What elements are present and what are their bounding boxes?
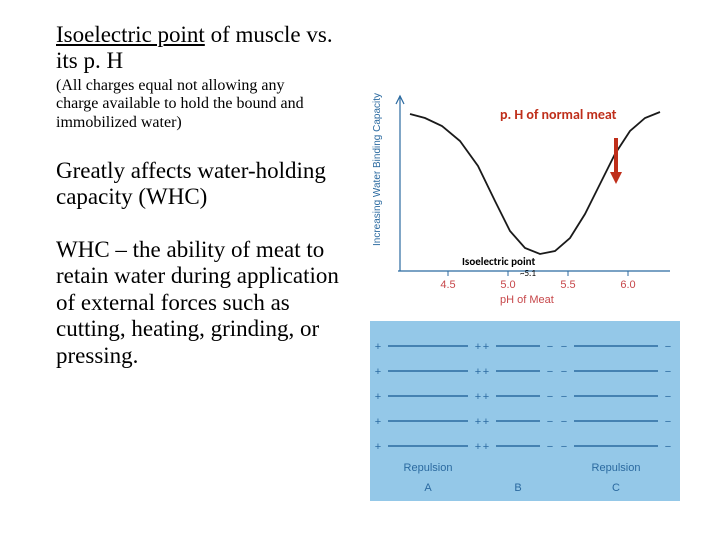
svg-text:B: B: [514, 482, 521, 494]
svg-text:6.0: 6.0: [620, 279, 635, 291]
figure: 4.5 5.0 5.5 6.0 Increasing Water Binding Ca…: [370, 76, 680, 506]
svg-text:−: −: [665, 391, 671, 403]
y-axis-label: Increasing Water Binding Capacity: [372, 93, 383, 246]
svg-text:+: +: [475, 441, 481, 453]
svg-text:−: −: [665, 416, 671, 428]
svg-text:+: +: [475, 341, 481, 353]
svg-text:+: +: [483, 366, 489, 378]
title-underlined: Isoelectric point: [56, 22, 205, 47]
svg-text:−: −: [561, 416, 567, 428]
paragraph-1: Greatly affects water-holding capacity (…: [56, 158, 346, 211]
svg-text:C: C: [612, 482, 620, 494]
svg-text:−: −: [665, 366, 671, 378]
svg-text:A: A: [424, 482, 432, 494]
svg-text:+: +: [483, 416, 489, 428]
svg-text:+: +: [375, 441, 381, 453]
svg-text:+: +: [475, 366, 481, 378]
svg-text:+: +: [483, 441, 489, 453]
svg-text:−: −: [561, 441, 567, 453]
svg-text:−: −: [561, 391, 567, 403]
svg-text:+: +: [375, 416, 381, 428]
svg-text:4.5: 4.5: [440, 279, 455, 291]
annotation-iso-value: ~5.1: [520, 268, 536, 279]
chart: 4.5 5.0 5.5 6.0 Increasing Water Binding Ca…: [370, 76, 680, 311]
x-axis-label: pH of Meat: [500, 294, 554, 306]
page-title: Isoelectric point of muscle vs. its p. H: [56, 22, 346, 75]
svg-text:−: −: [547, 391, 553, 403]
annotation-isoelectric: Isoelectric point: [462, 255, 535, 268]
svg-text:5.0: 5.0: [500, 279, 515, 291]
svg-text:Repulsion: Repulsion: [404, 462, 453, 474]
paragraph-2: WHC – the ability of meat to retain wate…: [56, 237, 346, 369]
svg-text:+: +: [375, 341, 381, 353]
charge-diagram: ++++++++++RepulsionA+−+−+−+−+−B−−−−−−−−−…: [370, 321, 680, 501]
svg-text:+: +: [475, 391, 481, 403]
svg-text:−: −: [561, 341, 567, 353]
svg-text:−: −: [561, 366, 567, 378]
svg-text:+: +: [375, 366, 381, 378]
svg-text:5.5: 5.5: [560, 279, 575, 291]
svg-text:+: +: [375, 391, 381, 403]
svg-text:Repulsion: Repulsion: [592, 462, 641, 474]
svg-text:+: +: [475, 416, 481, 428]
svg-text:−: −: [665, 441, 671, 453]
svg-text:−: −: [547, 441, 553, 453]
subtitle: (All charges equal not allowing any char…: [56, 77, 321, 132]
svg-text:+: +: [483, 341, 489, 353]
diagram-svg: ++++++++++RepulsionA+−+−+−+−+−B−−−−−−−−−…: [370, 321, 680, 501]
svg-text:−: −: [547, 341, 553, 353]
svg-text:−: −: [547, 366, 553, 378]
svg-text:−: −: [665, 341, 671, 353]
annotation-ph-normal: p. H of normal meat: [500, 106, 617, 123]
svg-text:+: +: [483, 391, 489, 403]
svg-text:−: −: [547, 416, 553, 428]
